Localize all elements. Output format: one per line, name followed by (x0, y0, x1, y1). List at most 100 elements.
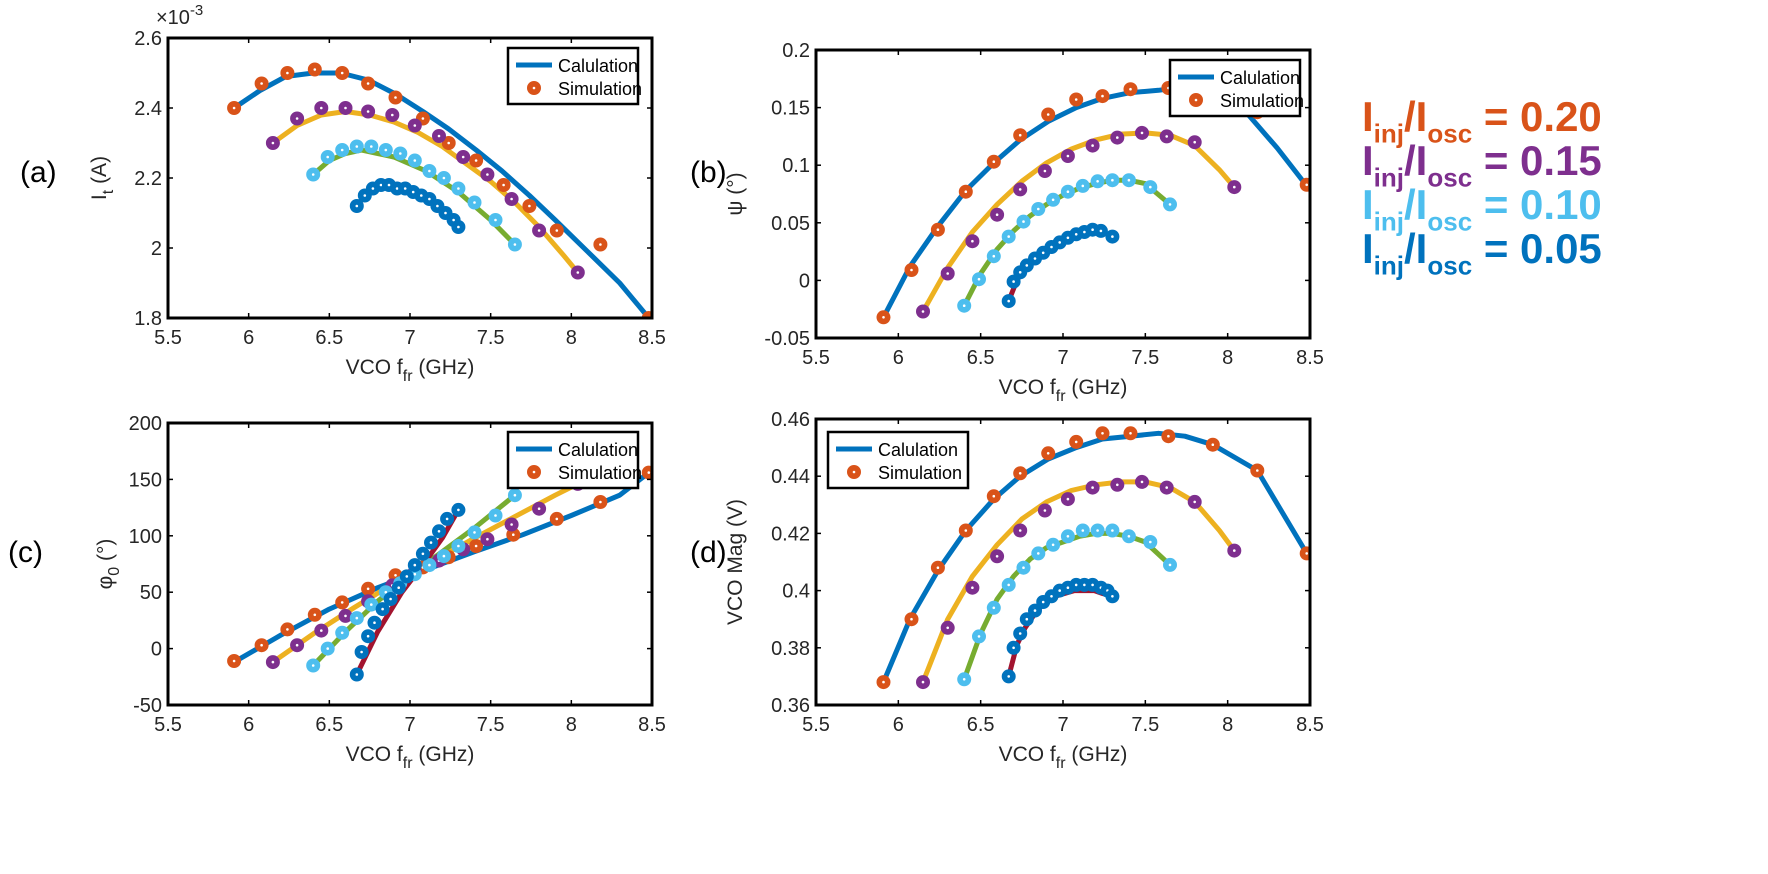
data-point-center-s1-4 (366, 110, 370, 113)
data-point-center-s0-6 (394, 574, 397, 577)
data-point-center-s0-9 (474, 544, 478, 548)
x-tick-label: 6 (893, 347, 904, 369)
series-line-1 (270, 109, 581, 275)
data-point-center-s0-12 (599, 500, 602, 504)
x-axis-label-sub: fr (1056, 755, 1066, 772)
legend-box (1168, 58, 1302, 118)
data-point-center-s1-0 (921, 680, 925, 684)
data-point-center-s1-7 (437, 134, 441, 138)
data-point-center-s0-0 (882, 680, 885, 684)
data-point-center-s3-12 (1099, 229, 1103, 233)
data-point-center-s2-13 (1168, 203, 1172, 206)
y-tick-label: 0.44 (771, 466, 810, 488)
data-layer (876, 81, 1310, 325)
legend: Calulation Simulation (1168, 58, 1304, 118)
data-point-center-s1-8 (461, 155, 465, 159)
data-point-center-s2-2 (340, 148, 344, 152)
x-tick-label: 6.5 (315, 714, 343, 736)
data-point-center-s0-3 (313, 68, 317, 71)
data-point-center-s1-11 (537, 229, 541, 232)
ratio-label-prefix: I (1362, 137, 1374, 184)
data-point-center-s1-12 (1233, 185, 1236, 189)
y-axis-label-main: I (88, 194, 111, 200)
data-point-center-s3-0 (355, 204, 359, 208)
ratio-label-1: Iinj/Iosc = 0.15 (1362, 140, 1602, 191)
data-point-center-s0-7 (421, 117, 425, 120)
x-axis-label-tail: (GHz) (1066, 743, 1128, 766)
data-point-center-s2-10 (1111, 178, 1114, 182)
data-point-center-s0-9 (1129, 87, 1132, 91)
data-point-center-s0-2 (286, 628, 289, 631)
data-point-center-s3-3 (379, 183, 383, 187)
data-point-center-s3-8 (420, 194, 423, 197)
data-point-center-s0-6 (1046, 113, 1050, 116)
legend-sim-label: Simulation (558, 79, 642, 99)
data-point-center-s0-10 (502, 183, 505, 187)
ratio-label-value: = 0.15 (1472, 137, 1602, 184)
panel-d: 5.5 6 6.5 7 7.5 8 8.5 0.36 0.38 0.4 0.42 0.44 0.46 VC… (690, 409, 1324, 772)
x-axis-label-sub: fr (403, 755, 413, 772)
data-point-center-s0-11 (528, 204, 531, 208)
data-point-center-s0-0 (882, 316, 885, 319)
data-point-center-s1-7 (1091, 486, 1094, 489)
data-point-center-s1-11 (1193, 140, 1196, 144)
data-point-center-s2-13 (513, 243, 517, 246)
data-point-center-s2-13 (513, 493, 517, 497)
ratio-label-sub-osc: osc (1427, 118, 1473, 149)
y-axis-label: φ0 (°) (94, 539, 123, 590)
data-point-center-s3-2 (1018, 271, 1022, 274)
data-point-center-s2-1 (326, 647, 330, 650)
data-point-center-s1-3 (344, 106, 347, 110)
data-point-center-s0-10 (1167, 434, 1170, 438)
x-axis-label-tail: (GHz) (1066, 376, 1128, 399)
legend-sim-marker-center (532, 470, 536, 474)
data-point-center-s2-11 (473, 531, 476, 534)
data-layer (227, 62, 652, 318)
x-tick-label: 6 (243, 714, 254, 736)
data-point-center-s2-9 (442, 176, 446, 180)
legend-sim-label: Simulation (878, 463, 962, 483)
x-tick-label: 5.5 (154, 327, 182, 349)
data-point-center-s0-8 (1101, 432, 1104, 435)
data-point-center-s3-3 (1025, 264, 1029, 267)
data-point-center-s3-10 (1083, 230, 1086, 234)
legend-box (506, 430, 640, 490)
data-point-center-s0-3 (964, 190, 968, 193)
data-point-center-s3-1 (1012, 280, 1015, 283)
y-tick-label: 0.2 (782, 40, 810, 62)
y-tick-label: 0.46 (771, 409, 810, 431)
ratio-label-value: = 0.20 (1472, 93, 1602, 140)
data-point-center-s1-9 (1140, 131, 1144, 135)
data-point-center-s3-6 (1050, 595, 1053, 598)
legend-calc-label: Calulation (558, 440, 638, 460)
ratio-label-sub-inj: inj (1373, 162, 1405, 193)
data-point-center-s2-0 (962, 304, 966, 308)
x-tick-label: 7 (1057, 714, 1068, 736)
data-point-center-s3-2 (1018, 632, 1022, 635)
data-point-center-s1-2 (971, 586, 974, 589)
y-axis-label-main: VCO Mag (V) (724, 499, 747, 625)
ratio-label-mid: /I (1404, 93, 1428, 140)
ratio-label-prefix: I (1362, 225, 1374, 272)
panel-label: (b) (690, 156, 727, 189)
y-tick-label: 1.8 (134, 308, 162, 330)
data-point-center-s3-4 (1033, 609, 1037, 612)
data-point-center-s3-3 (373, 621, 376, 624)
y-tick-label: 2.4 (134, 98, 162, 120)
data-point-center-s0-5 (1018, 472, 1022, 475)
ratio-label-prefix: I (1362, 181, 1374, 228)
panel-b: 5.5 6 6.5 7 7.5 8 8.5 -0.05 0 0.05 0.1 0.15 0.2 VCO f… (690, 40, 1324, 405)
y-tick-label: -0.05 (764, 328, 810, 350)
data-point-center-s3-9 (1074, 583, 1078, 587)
data-point-center-s2-8 (1081, 529, 1085, 532)
data-point-center-s3-7 (1058, 589, 1061, 592)
ratio-label-sub-inj: inj (1373, 250, 1405, 281)
data-point-center-s3-6 (1050, 245, 1053, 249)
data-point-center-s2-3 (355, 145, 359, 148)
y-axis-label-main: ψ ( (724, 188, 747, 216)
data-point-center-s0-13 (647, 471, 651, 474)
data-point-center-s1-1 (295, 643, 299, 647)
legend-sim-marker-center (1194, 98, 1198, 102)
data-point-center-s3-13 (1111, 235, 1114, 238)
y-axis-label-sub: 0 (106, 567, 123, 576)
